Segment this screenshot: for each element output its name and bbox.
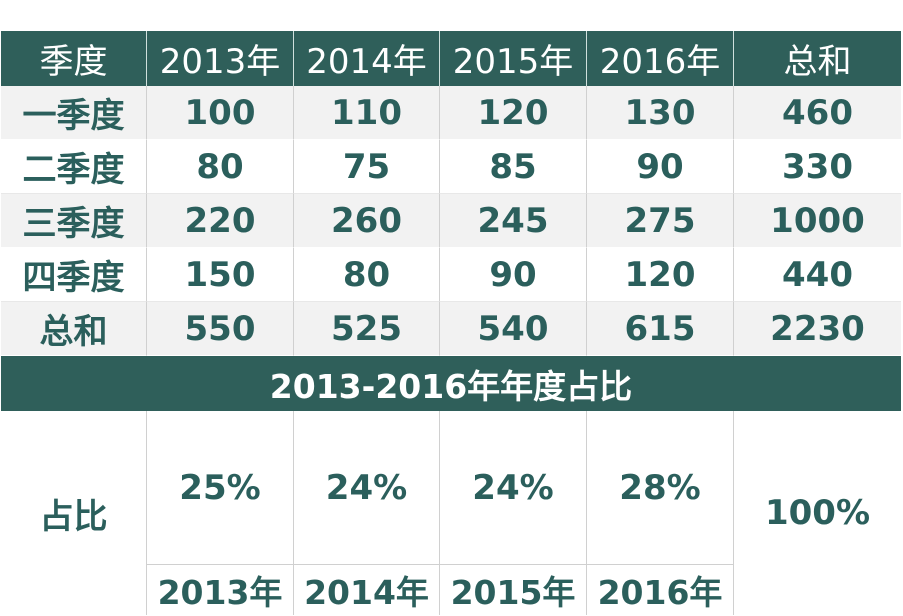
share-year-2014: 2014年	[294, 564, 440, 615]
share-year-2016: 2016年	[587, 564, 734, 615]
row-total-grand: 2230	[734, 302, 901, 356]
row-total-2013: 550	[147, 302, 294, 356]
row-q4-2016: 120	[587, 248, 734, 302]
row-q2-2016: 90	[587, 140, 734, 194]
header-2015: 2015年	[440, 31, 587, 86]
row-q1-2015: 120	[440, 86, 587, 140]
row-q4-2013: 150	[147, 248, 294, 302]
row-q4-2014: 80	[294, 248, 440, 302]
share-year-2013: 2013年	[147, 564, 294, 615]
row-q4-label: 四季度	[1, 248, 147, 302]
row-q2-total: 330	[734, 140, 901, 194]
share-2013: 25%	[147, 411, 294, 564]
header-2016: 2016年	[587, 31, 734, 86]
share-year-2015: 2015年	[440, 564, 587, 615]
row-q1-2013: 100	[147, 86, 294, 140]
row-q3-label: 三季度	[1, 194, 147, 248]
row-total-2015: 540	[440, 302, 587, 356]
row-total-2016: 615	[587, 302, 734, 356]
row-total-label: 总和	[1, 302, 147, 356]
row-q3-2014: 260	[294, 194, 440, 248]
row-q2-2015: 85	[440, 140, 587, 194]
row-q1-label: 一季度	[1, 86, 147, 140]
row-q2-2013: 80	[147, 140, 294, 194]
row-q4-2015: 90	[440, 248, 587, 302]
row-q2-label: 二季度	[1, 140, 147, 194]
row-q3-2013: 220	[147, 194, 294, 248]
row-q3-total: 1000	[734, 194, 901, 248]
row-total-2014: 525	[294, 302, 440, 356]
row-q1-total: 460	[734, 86, 901, 140]
header-quarter: 季度	[1, 31, 147, 86]
row-q3-2016: 275	[587, 194, 734, 248]
row-q1-2014: 110	[294, 86, 440, 140]
share-label: 占比	[1, 411, 147, 615]
quarterly-table: 季度 2013年 2014年 2015年 2016年 总和 一季度 100 11…	[1, 31, 901, 615]
share-2015: 24%	[440, 411, 587, 564]
share-total: 100%	[764, 493, 871, 533]
header-2014: 2014年	[294, 31, 440, 86]
row-q4-total: 440	[734, 248, 901, 302]
row-q3-2015: 245	[440, 194, 587, 248]
row-q1-2016: 130	[587, 86, 734, 140]
share-2014: 24%	[294, 411, 440, 564]
share-title: 2013-2016年年度占比	[1, 356, 901, 411]
header-2013: 2013年	[147, 31, 294, 86]
header-total: 总和	[734, 31, 901, 86]
row-q2-2014: 75	[294, 140, 440, 194]
share-2016: 28%	[587, 411, 734, 564]
